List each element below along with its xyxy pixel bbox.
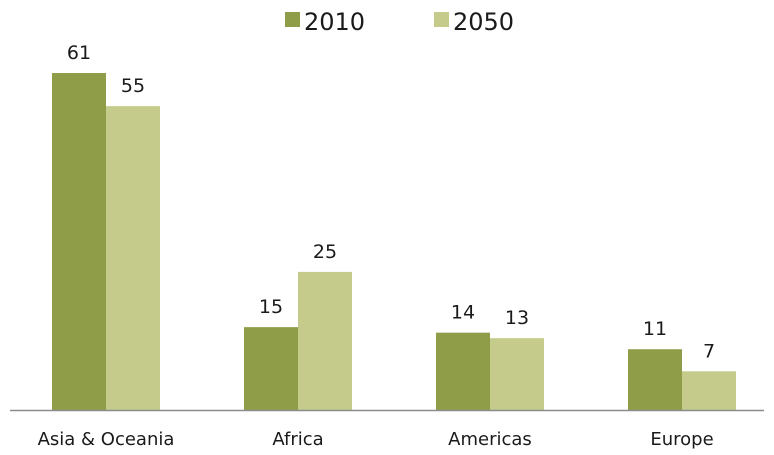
data-label-asia-oceania-2050: 55 bbox=[121, 75, 145, 97]
data-label-americas-2050: 13 bbox=[505, 307, 529, 329]
bar-africa-2050 bbox=[298, 271, 352, 410]
category-label-europe: Europe bbox=[650, 429, 713, 450]
data-label-europe-2010: 11 bbox=[643, 318, 667, 340]
category-labels: Asia & Oceania Africa Americas Europe bbox=[38, 429, 714, 450]
bar-europe-2010 bbox=[628, 349, 682, 410]
legend-swatch-2010 bbox=[285, 12, 300, 27]
bar-americas-2010 bbox=[436, 332, 490, 410]
legend-label-2050: 2050 bbox=[453, 8, 514, 36]
data-label-asia-oceania-2010: 61 bbox=[67, 42, 91, 64]
bar-americas-2050 bbox=[490, 338, 544, 410]
bars bbox=[52, 73, 736, 411]
bar-asia-oceania-2050 bbox=[106, 106, 160, 411]
data-label-europe-2050: 7 bbox=[703, 340, 715, 362]
bar-africa-2010 bbox=[244, 327, 298, 410]
bar-europe-2050 bbox=[682, 371, 736, 410]
data-labels: 61 55 15 25 14 13 11 7 bbox=[67, 42, 715, 362]
legend-swatch-2050 bbox=[434, 12, 449, 27]
legend: 2010 2050 bbox=[285, 8, 514, 36]
category-label-americas: Americas bbox=[448, 429, 532, 450]
data-label-africa-2050: 25 bbox=[313, 241, 337, 263]
data-label-africa-2010: 15 bbox=[259, 296, 283, 318]
data-label-americas-2010: 14 bbox=[451, 302, 475, 324]
category-label-africa: Africa bbox=[272, 429, 323, 450]
bar-asia-oceania-2010 bbox=[52, 73, 106, 410]
category-label-asia-oceania: Asia & Oceania bbox=[38, 429, 175, 450]
legend-label-2010: 2010 bbox=[304, 8, 365, 36]
